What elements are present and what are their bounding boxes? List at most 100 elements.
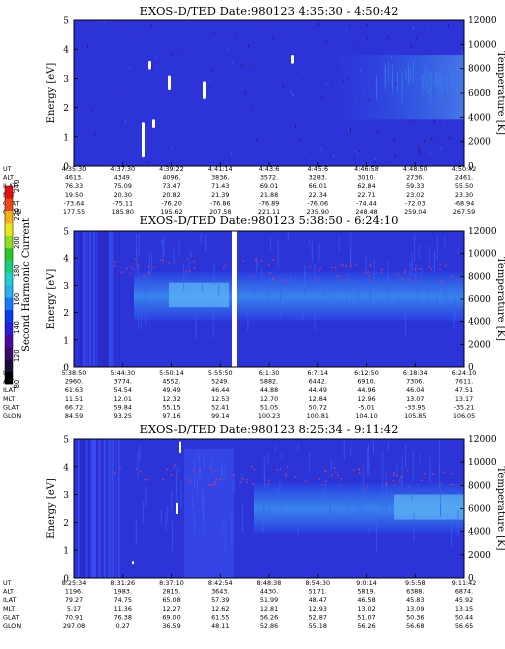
- y2-tick-label: 10000: [468, 250, 497, 260]
- temperature-point: [401, 278, 403, 280]
- temperature-point: [114, 265, 116, 267]
- temperature-point: [185, 270, 187, 272]
- temperature-point: [147, 265, 150, 268]
- y-tick-label: 1: [63, 336, 69, 346]
- temperature-point: [233, 474, 235, 476]
- temperature-point: [147, 272, 150, 274]
- temperature-point: [442, 282, 444, 285]
- table-cell: 4:43:6: [259, 165, 280, 173]
- table-cell: 21.88: [260, 191, 278, 199]
- temperature-point: [193, 260, 196, 263]
- table-cell: 50.44: [455, 613, 473, 621]
- table-cell: 5171.: [309, 588, 327, 596]
- table-cell: 52.87: [309, 613, 327, 621]
- temperature-point: [144, 478, 147, 481]
- temperature-point: [129, 272, 131, 275]
- temperature-point: [439, 482, 441, 485]
- table-cell: 5819.: [357, 588, 375, 596]
- temperature-point: [420, 268, 423, 270]
- y-tick-label: 0: [63, 364, 69, 374]
- temperature-point: [439, 263, 441, 265]
- y2-tick-label: 4000: [468, 113, 491, 123]
- y2-tick-label: 6000: [468, 295, 491, 305]
- temperature-point: [408, 486, 410, 488]
- table-cell: 105.85: [404, 412, 426, 420]
- colorbar-segment: [5, 285, 13, 298]
- temperature-point: [331, 266, 333, 268]
- table-cell: 21.39: [211, 191, 229, 199]
- temperature-point: [368, 275, 370, 277]
- table-cell: 4430.: [260, 588, 278, 596]
- temperature-point: [396, 273, 399, 276]
- colorbar-tick-label: 160: [13, 293, 21, 306]
- table-cell: 9:5:58: [405, 579, 426, 587]
- table-cell: 61.63: [65, 386, 83, 394]
- table-cell: 3836.: [211, 174, 229, 182]
- temperature-point: [121, 271, 123, 274]
- temperature-point: [443, 471, 446, 474]
- temperature-point: [380, 271, 382, 274]
- saturation-streak: [152, 119, 155, 129]
- temperature-point: [331, 474, 333, 477]
- colorbar-tick-label: 140: [13, 321, 21, 334]
- colorbar-tick-label: 180: [13, 265, 21, 278]
- table-row-label: ILAT: [3, 596, 16, 604]
- temperature-point: [214, 481, 216, 483]
- temperature-point: [153, 266, 155, 269]
- saturation-streak: [176, 502, 178, 515]
- saturation-streak: [179, 441, 181, 453]
- table-cell: 13.02: [357, 605, 375, 613]
- table-cell: 36.59: [162, 622, 180, 630]
- saturation-streak: [148, 60, 151, 70]
- temperature-point: [114, 261, 116, 263]
- table-cell: 12.70: [260, 395, 278, 403]
- table-cell: 4:41:14: [208, 165, 233, 173]
- colorbar-frame: [4, 185, 14, 385]
- temperature-point: [343, 279, 345, 282]
- saturation-streak: [291, 55, 294, 64]
- colorbar-segment: [5, 223, 13, 236]
- temperature-point: [349, 266, 352, 268]
- table-cell: 4096.: [162, 174, 180, 182]
- table-cell: 12.32: [162, 395, 180, 403]
- table-row-label: ALT: [3, 588, 14, 596]
- temperature-point: [393, 474, 395, 476]
- y2-tick-label: 2000: [468, 551, 491, 561]
- table-row-label: ILAT: [3, 386, 16, 394]
- temperature-point: [139, 470, 142, 473]
- colorbar-segment: [5, 198, 13, 212]
- table-cell: 4:46:58: [354, 165, 379, 173]
- table-cell: 6874.: [455, 588, 473, 596]
- table-cell: 23.30: [455, 191, 473, 199]
- temperature-point: [420, 479, 423, 481]
- table-cell: 3572.: [260, 174, 278, 182]
- temperature-point: [119, 466, 121, 469]
- table-cell: 55.15: [162, 403, 180, 411]
- temperature-point: [350, 264, 352, 266]
- colorbar-segment: [5, 247, 13, 261]
- temperature-point: [445, 265, 447, 267]
- ephemeris-table: UTALTILATMLTGLATGLON5:38:502960.61.6311.…: [3, 369, 476, 420]
- temperature-point: [284, 279, 287, 281]
- table-row-label: UT: [3, 165, 12, 173]
- y-tick-label: 4: [63, 463, 69, 473]
- table-cell: 6910.: [357, 378, 375, 386]
- table-cell: 50.72: [309, 403, 327, 411]
- table-cell: 2736.: [406, 174, 424, 182]
- temperature-point: [418, 268, 420, 270]
- temperature-point: [355, 263, 358, 266]
- temperature-point: [271, 278, 274, 281]
- table-row-label: MLT: [3, 395, 15, 403]
- temperature-point: [317, 277, 319, 279]
- table-cell: 12.62: [211, 605, 229, 613]
- temperature-point: [369, 279, 372, 282]
- temperature-point: [212, 484, 215, 486]
- spectrogram-panel-1: 0 1 2 3 4 5 0 2000 4000 6000 8000 10000 12000 EXOS-D/…: [3, 4, 505, 216]
- temperature-point: [251, 465, 253, 468]
- table-cell: 4349.: [114, 174, 132, 182]
- colorbar-label: Second Harmonic Current: [21, 218, 32, 352]
- table-cell: 54.54: [114, 386, 132, 394]
- temperature-point: [399, 481, 401, 484]
- temperature-point: [408, 278, 410, 281]
- temperature-point: [325, 480, 327, 482]
